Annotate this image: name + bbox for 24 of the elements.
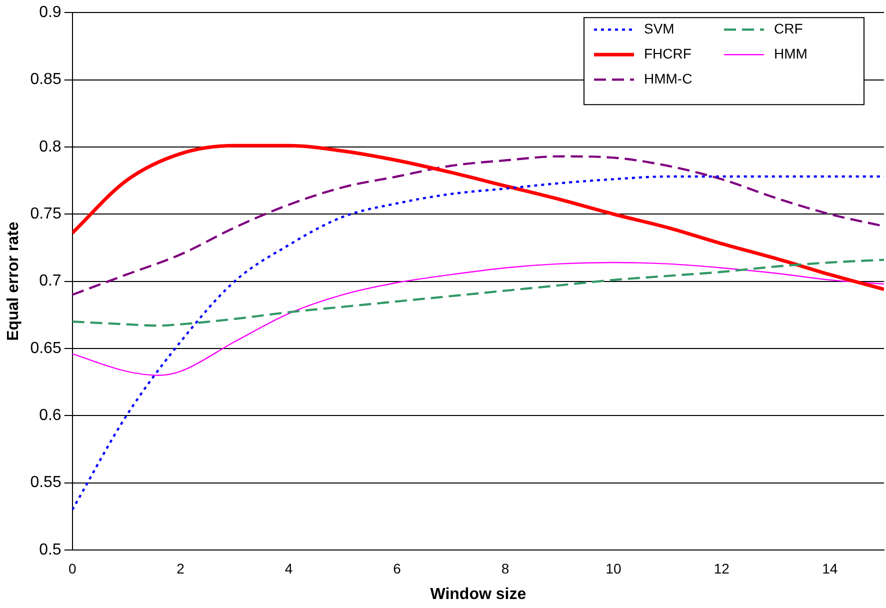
legend-label: HMM-C [644,70,692,86]
x-tick-label: 8 [501,560,510,576]
y-tick-label: 0.75 [30,206,62,223]
x-tick-label: 2 [176,560,185,576]
x-tick-label: 0 [68,560,76,576]
legend-label: FHCRF [644,45,692,62]
legend-label: SVM [644,20,674,36]
legend-label: HMM [774,45,808,62]
y-tick-label: 0.5 [39,541,62,558]
y-tick-label: 0.7 [39,272,62,290]
y-tick-label: 0.85 [30,71,62,88]
x-tick-label: 14 [822,560,838,576]
y-tick-label: 0.65 [30,340,62,357]
y-tick-label: 0.8 [39,138,62,156]
legend-label: CRF [774,20,803,36]
x-axis-title: Window size [430,586,526,603]
y-tick-label: 0.55 [30,474,62,492]
x-tick-label: 4 [284,560,293,576]
x-tick-label: 6 [393,560,402,576]
y-axis-title: Equal error rate [5,222,22,341]
y-tick-label: 0.9 [39,4,62,22]
y-tick-label: 0.6 [39,407,62,424]
x-tick-label: 10 [606,560,622,576]
x-tick-label: 12 [714,560,730,576]
